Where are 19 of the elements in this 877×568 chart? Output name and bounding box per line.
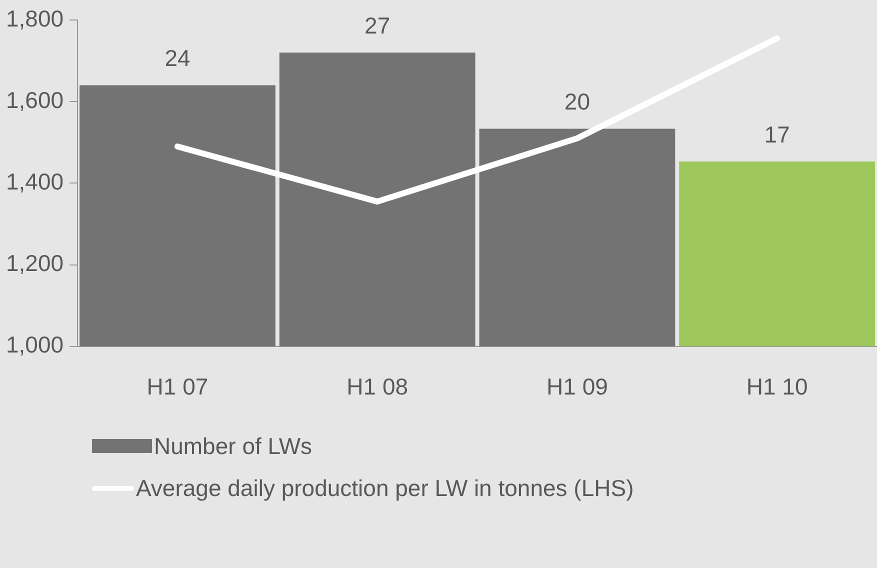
bar [479,128,676,346]
legend-label: Average daily production per LW in tonnes (LHS) [136,474,634,502]
data-label: 24 [164,45,190,72]
legend-label: Number of LWs [154,432,312,460]
data-label: 27 [364,12,390,38]
y-tick-label: 1,000 [6,332,64,358]
bar [80,85,276,346]
x-tick-label: H1 08 [346,374,408,400]
bar [279,52,476,346]
y-tick-label: 1,400 [6,168,64,195]
y-tick-label: 1,200 [6,250,64,276]
y-tick-label: 1,800 [6,5,64,32]
x-tick-label: H1 10 [746,374,808,400]
x-tick-label: H1 09 [546,374,608,400]
data-label: 20 [564,88,590,115]
x-tick-label: H1 07 [146,374,208,400]
bar [679,161,875,346]
data-label: 17 [764,121,790,148]
y-tick-label: 1,600 [6,86,64,113]
